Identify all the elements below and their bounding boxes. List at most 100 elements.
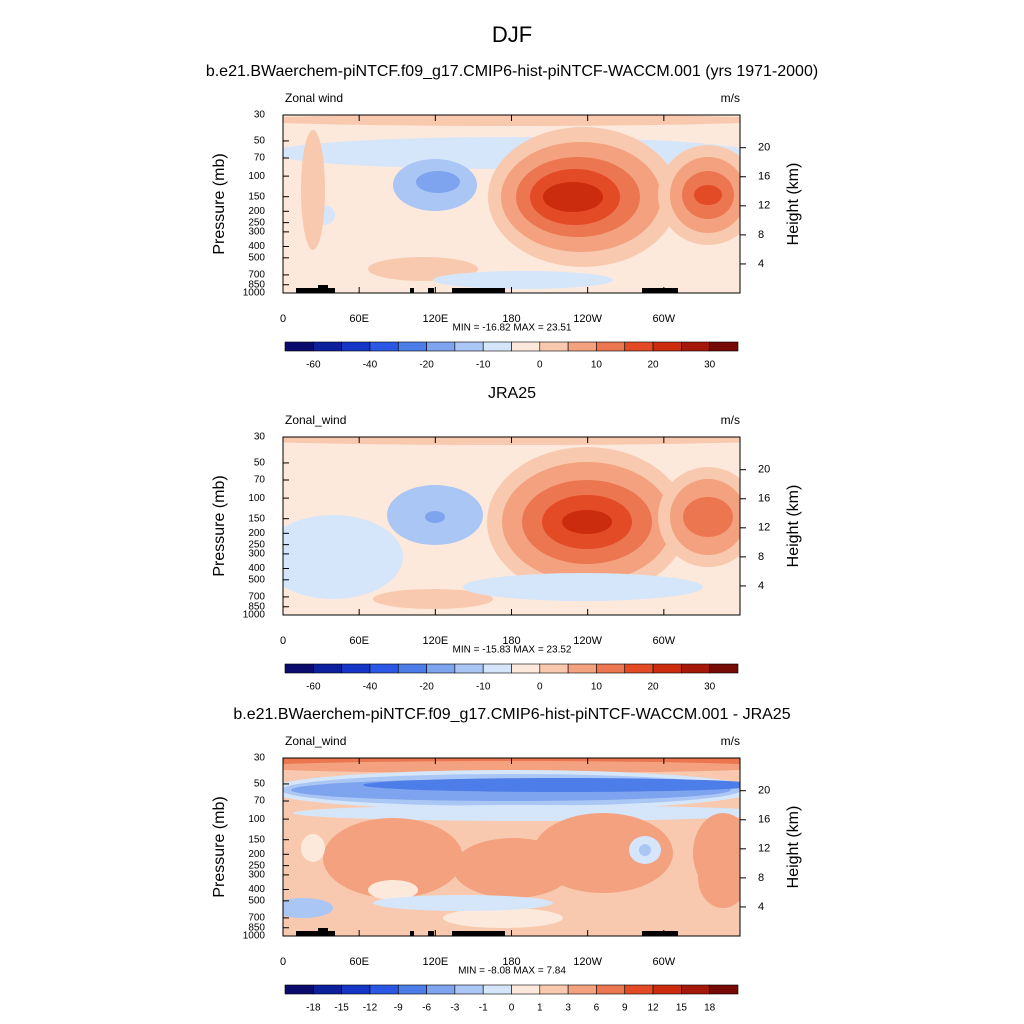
contour-region [694,185,722,205]
colorbar-box [284,663,314,674]
y-tick-label: 1000 [243,288,266,299]
colorbar-box [624,984,654,995]
colorbar-box [681,341,710,352]
colorbar-label: 3 [565,1003,571,1014]
colorbar-box [284,341,314,352]
colorbar-label: 0 [537,682,543,693]
contour-region [293,805,740,821]
y-tick-label: 70 [254,153,266,164]
y-tick-label: 700 [248,270,265,281]
colorbar-label: -18 [306,1003,321,1014]
y-tick-label: 150 [248,513,265,524]
colorbar-box [511,984,541,995]
panel-title: JRA25 [488,385,536,402]
y-tick-label: 250 [248,860,265,871]
topography [428,288,434,293]
y2-tick-label: 4 [758,580,764,592]
colorbar-box [624,663,654,674]
y2-tick-label: 8 [758,872,764,884]
contour-region [533,813,673,893]
x-tick-label: 120W [573,956,602,968]
colorbar-box [596,341,626,352]
colorbar-label: -40 [363,682,378,693]
colorbar-box [539,341,569,352]
colorbar-box [567,984,597,995]
left-string: Zonal_wind [285,734,346,748]
colorbar-box [284,984,314,995]
y-tick-label: 30 [254,753,266,764]
y-tick-label: 50 [254,136,266,147]
topography [642,931,678,936]
y-tick-label: 250 [248,539,265,550]
colorbar-label: -60 [306,360,321,371]
stats: MIN = -15.83 MAX = 23.52 [453,645,572,656]
stats: MIN = -8.08 MAX = 7.84 [458,966,566,977]
x-tick-label: 120E [422,635,448,647]
contour-region [416,171,460,193]
y-tick-label: 150 [248,834,265,845]
colorbar-box [454,341,484,352]
y-tick-label: 500 [248,574,265,585]
contour-region [433,271,613,289]
colorbar-label: 0 [509,1003,515,1014]
colorbar-label: 30 [704,682,716,693]
x-tick-label: 120E [422,956,448,968]
contour-region [373,589,493,609]
contour-region [301,834,325,862]
colorbar-box [709,984,739,995]
topography [318,928,328,936]
y2-axis-label: Height (km) [785,163,802,246]
contour-region [639,844,651,856]
colorbar-box [397,663,427,674]
y2-tick-label: 4 [758,901,764,913]
contour-field [283,115,740,293]
contour-region [373,895,553,911]
colorbar-label: 1 [537,1003,543,1014]
colorbar-box [652,341,682,352]
contour-field [283,437,740,615]
y-tick-label: 100 [248,493,265,504]
y-tick-label: 200 [248,849,265,860]
y-axis-label: Pressure (mb) [211,796,228,897]
colorbar-label: 6 [594,1003,600,1014]
contour-region [463,573,703,601]
colorbar-box [652,984,682,995]
colorbar-box [539,984,569,995]
panel-title: b.e21.BWaerchem-piNTCF.f09_g17.CMIP6-his… [206,63,818,80]
y-tick-label: 300 [248,549,265,560]
y2-tick-label: 4 [758,258,764,270]
y-tick-label: 50 [254,779,266,790]
contour-region [363,778,740,792]
colorbar-box [596,984,626,995]
y2-tick-label: 16 [758,493,770,505]
y-tick-label: 400 [248,884,265,895]
y-tick-label: 30 [254,110,266,121]
y-tick-label: 200 [248,528,265,539]
y-tick-label: 700 [248,592,265,603]
y-tick-label: 850 [248,601,265,612]
x-tick-label: 180 [502,313,520,325]
y-tick-label: 1000 [243,610,266,621]
colorbar-box [454,663,484,674]
contour-region [283,515,403,599]
colorbar-box [369,663,399,674]
x-tick-label: 120W [573,635,602,647]
colorbar-box [596,663,626,674]
contour-region [443,908,563,928]
colorbar-label: -15 [334,1003,349,1014]
y-tick-label: 100 [248,171,265,182]
contour-region [283,898,333,918]
colorbar-box [624,341,654,352]
topography [296,931,335,936]
x-tick-label: 60W [653,956,676,968]
colorbar-box [511,341,541,352]
colorbar-box [567,341,597,352]
colorbar-label: -9 [394,1003,403,1014]
colorbar-box [397,341,427,352]
stats: MIN = -16.82 MAX = 23.51 [453,323,572,334]
colorbar-box [709,341,739,352]
colorbar-box [369,341,399,352]
x-tick-label: 60E [349,635,369,647]
x-tick-label: 60W [653,313,676,325]
